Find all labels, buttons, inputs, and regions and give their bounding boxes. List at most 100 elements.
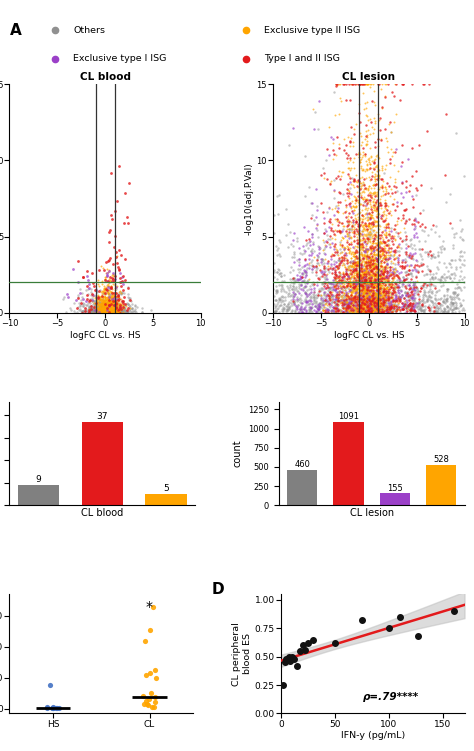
Point: [379, 245, 387, 257]
Point: [425, 303, 432, 315]
Point: [106, 294, 113, 306]
Point: [100, 300, 108, 312]
Point: [410, 288, 418, 300]
Point: [376, 113, 383, 125]
Point: [111, 305, 118, 317]
Point: [361, 292, 369, 304]
Point: [105, 297, 112, 309]
Point: [373, 253, 380, 265]
Point: [350, 181, 358, 193]
Point: [109, 302, 117, 314]
Point: [333, 244, 341, 256]
Point: [355, 258, 363, 270]
Point: [348, 205, 356, 217]
Point: [274, 264, 282, 276]
Point: [274, 208, 282, 220]
Point: [105, 306, 112, 318]
Point: [410, 291, 418, 303]
Point: [354, 290, 361, 302]
Point: [360, 264, 368, 276]
Point: [378, 293, 386, 305]
Point: [385, 623, 393, 635]
Point: [374, 282, 381, 294]
Point: [83, 280, 91, 292]
Point: [356, 270, 364, 282]
Point: [104, 306, 112, 318]
Point: [357, 279, 365, 291]
Point: [403, 306, 411, 318]
Point: [374, 237, 382, 249]
Point: [368, 306, 375, 318]
Point: [120, 275, 128, 287]
Point: [119, 300, 127, 312]
Point: [376, 282, 383, 294]
Point: [371, 263, 378, 275]
Point: [107, 297, 115, 309]
Point: [402, 269, 410, 281]
Point: [376, 270, 384, 282]
Point: [115, 264, 123, 276]
Point: [454, 291, 462, 303]
Point: [105, 299, 112, 311]
Point: [375, 294, 383, 306]
Point: [103, 306, 110, 318]
Point: [460, 246, 468, 258]
Point: [366, 80, 374, 92]
Point: [332, 172, 339, 184]
Point: [357, 297, 365, 309]
Point: [109, 300, 117, 312]
Point: [307, 303, 314, 315]
Point: [376, 169, 383, 181]
Point: [364, 300, 371, 312]
Point: [310, 294, 318, 306]
Point: [368, 189, 375, 201]
Point: [102, 306, 109, 318]
Point: [102, 304, 109, 316]
Point: [277, 299, 284, 311]
Point: [344, 306, 351, 318]
Point: [99, 304, 106, 316]
Point: [374, 306, 381, 318]
Point: [360, 258, 368, 270]
Point: [98, 306, 106, 318]
Point: [379, 247, 387, 259]
Point: [99, 303, 106, 315]
Point: [406, 299, 413, 311]
Point: [289, 283, 296, 295]
Point: [102, 255, 110, 267]
Point: [100, 264, 108, 276]
Point: [337, 282, 345, 294]
Point: [364, 210, 371, 222]
Point: [104, 305, 112, 317]
Point: [406, 264, 413, 276]
Point: [337, 255, 345, 267]
Point: [374, 279, 382, 291]
Point: [351, 303, 359, 315]
Point: [328, 263, 336, 275]
Point: [368, 302, 375, 314]
Point: [370, 279, 378, 291]
Point: [386, 269, 394, 281]
Point: [342, 265, 349, 277]
Point: [113, 250, 121, 262]
Point: [407, 304, 414, 316]
Point: [385, 286, 393, 298]
Point: [338, 218, 346, 230]
Point: [412, 296, 419, 308]
Point: [334, 302, 341, 314]
Point: [104, 294, 112, 306]
Point: [438, 271, 446, 283]
Point: [316, 242, 323, 254]
Point: [403, 296, 411, 308]
Point: [347, 211, 355, 223]
Point: [371, 193, 378, 205]
Point: [289, 251, 296, 263]
Point: [131, 303, 138, 315]
Point: [105, 276, 113, 288]
Point: [103, 304, 111, 316]
Point: [417, 302, 425, 314]
Point: [368, 300, 375, 312]
Point: [355, 78, 362, 90]
Point: [91, 306, 99, 318]
Point: [108, 294, 116, 306]
